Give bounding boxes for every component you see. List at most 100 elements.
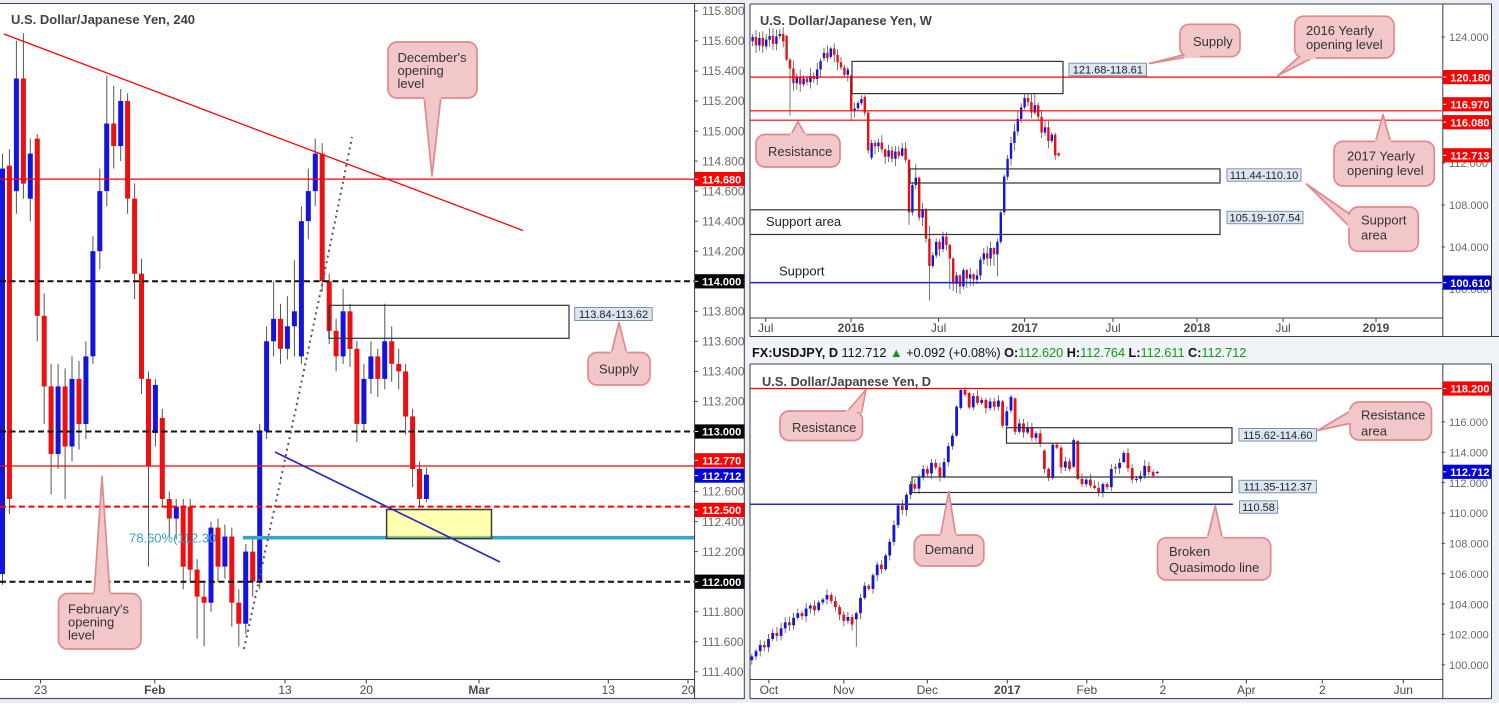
svg-text:Broken: Broken bbox=[1169, 544, 1210, 559]
svg-text:opening: opening bbox=[398, 63, 444, 78]
svg-text:108.000: 108.000 bbox=[1449, 200, 1489, 212]
svg-text:115.800: 115.800 bbox=[702, 4, 745, 18]
svg-text:113.200: 113.200 bbox=[702, 395, 745, 409]
svg-text:121.68-118.61: 121.68-118.61 bbox=[1073, 65, 1143, 77]
svg-text:114.000: 114.000 bbox=[1449, 448, 1488, 460]
svg-text:opening: opening bbox=[68, 615, 114, 630]
svg-text:111.800: 111.800 bbox=[702, 605, 744, 619]
svg-text:113.600: 113.600 bbox=[702, 335, 745, 349]
svg-text:Support: Support bbox=[779, 264, 825, 279]
svg-text:2017: 2017 bbox=[994, 683, 1021, 697]
svg-text:Oct: Oct bbox=[760, 683, 779, 697]
svg-text:108.000: 108.000 bbox=[1449, 539, 1489, 551]
svg-text:Supply: Supply bbox=[1193, 34, 1233, 49]
svg-text:Resistance: Resistance bbox=[768, 144, 832, 159]
svg-text:115.62-114.60: 115.62-114.60 bbox=[1243, 430, 1312, 442]
svg-text:Mar: Mar bbox=[468, 683, 490, 697]
svg-text:115.200: 115.200 bbox=[702, 94, 745, 108]
svg-text:Quasimodo line: Quasimodo line bbox=[1169, 560, 1259, 575]
svg-text:December's: December's bbox=[398, 50, 467, 65]
svg-text:112.200: 112.200 bbox=[702, 545, 745, 559]
svg-text:111.400: 111.400 bbox=[702, 665, 744, 679]
svg-text:13: 13 bbox=[278, 683, 292, 697]
svg-text:110.58: 110.58 bbox=[1242, 502, 1275, 514]
svg-text:115.000: 115.000 bbox=[702, 124, 745, 138]
svg-text:118.200: 118.200 bbox=[1450, 384, 1489, 396]
svg-text:Dec: Dec bbox=[917, 683, 938, 697]
svg-text:104.000: 104.000 bbox=[1449, 242, 1489, 254]
svg-text:2019: 2019 bbox=[1363, 321, 1390, 335]
svg-text:2: 2 bbox=[1159, 683, 1166, 697]
svg-text:112.000: 112.000 bbox=[702, 577, 741, 589]
svg-text:level: level bbox=[68, 628, 95, 643]
svg-text:FX:USDJPY, D 112.712 ▲ +0.092: FX:USDJPY, D 112.712 ▲ +0.092 (+0.08%) O… bbox=[752, 346, 1246, 360]
svg-text:114.680: 114.680 bbox=[702, 174, 741, 186]
svg-text:112.400: 112.400 bbox=[702, 515, 745, 529]
svg-text:Demand: Demand bbox=[925, 542, 974, 557]
svg-text:112.712: 112.712 bbox=[1450, 467, 1489, 479]
svg-text:opening level: opening level bbox=[1306, 37, 1383, 52]
svg-text:U.S. Dollar/Japanese Yen, W: U.S. Dollar/Japanese Yen, W bbox=[760, 13, 933, 28]
svg-text:20: 20 bbox=[681, 683, 695, 697]
svg-text:114.400: 114.400 bbox=[702, 214, 745, 228]
svg-text:112.712: 112.712 bbox=[702, 471, 741, 483]
svg-text:20: 20 bbox=[360, 683, 374, 697]
svg-text:114.200: 114.200 bbox=[702, 244, 745, 258]
svg-text:Apr: Apr bbox=[1237, 683, 1256, 697]
svg-text:23: 23 bbox=[34, 683, 48, 697]
svg-text:116.970: 116.970 bbox=[1450, 100, 1489, 112]
svg-text:111.44-110.10: 111.44-110.10 bbox=[1230, 170, 1299, 182]
svg-text:100.000: 100.000 bbox=[1449, 660, 1489, 672]
svg-text:February's: February's bbox=[68, 602, 130, 617]
svg-text:Jul: Jul bbox=[758, 321, 773, 335]
svg-text:105.19-107.54: 105.19-107.54 bbox=[1230, 213, 1301, 225]
svg-text:level: level bbox=[398, 76, 425, 91]
svg-text:113.800: 113.800 bbox=[702, 305, 745, 319]
svg-text:114.800: 114.800 bbox=[702, 154, 745, 168]
svg-text:112.500: 112.500 bbox=[702, 505, 741, 517]
svg-text:Feb: Feb bbox=[144, 683, 165, 697]
svg-text:2: 2 bbox=[1319, 683, 1326, 697]
svg-text:102.000: 102.000 bbox=[1449, 630, 1489, 642]
svg-text:100.610: 100.610 bbox=[1450, 278, 1490, 290]
svg-text:2018: 2018 bbox=[1184, 321, 1211, 335]
svg-text:U.S. Dollar/Japanese Yen, 240: U.S. Dollar/Japanese Yen, 240 bbox=[11, 12, 195, 27]
svg-text:opening level: opening level bbox=[1347, 163, 1424, 178]
svg-text:U.S. Dollar/Japanese Yen, D: U.S. Dollar/Japanese Yen, D bbox=[762, 374, 931, 389]
svg-text:116.080: 116.080 bbox=[1450, 117, 1489, 129]
svg-text:114.600: 114.600 bbox=[702, 184, 745, 198]
svg-text:Jul: Jul bbox=[1105, 321, 1120, 335]
svg-text:110.000: 110.000 bbox=[1449, 508, 1488, 520]
svg-text:115.400: 115.400 bbox=[702, 64, 745, 78]
svg-text:Resistance: Resistance bbox=[792, 420, 856, 435]
svg-text:Jun: Jun bbox=[1394, 683, 1413, 697]
svg-text:2017 Yearly: 2017 Yearly bbox=[1347, 149, 1415, 164]
svg-text:area: area bbox=[1361, 228, 1388, 243]
svg-text:Nov: Nov bbox=[833, 683, 854, 697]
svg-text:2017: 2017 bbox=[1011, 321, 1038, 335]
svg-text:112.713: 112.713 bbox=[1450, 151, 1489, 163]
svg-text:120.180: 120.180 bbox=[1450, 72, 1490, 84]
svg-text:Support: Support bbox=[1361, 213, 1407, 228]
svg-text:Resistance: Resistance bbox=[1361, 408, 1425, 423]
svg-text:area: area bbox=[1361, 424, 1388, 439]
svg-text:Feb: Feb bbox=[1076, 683, 1097, 697]
svg-text:114.000: 114.000 bbox=[702, 277, 741, 289]
svg-text:111.600: 111.600 bbox=[702, 635, 744, 649]
svg-text:Supply: Supply bbox=[599, 362, 639, 377]
svg-text:104.000: 104.000 bbox=[1449, 599, 1489, 611]
svg-text:112.770: 112.770 bbox=[702, 456, 741, 468]
svg-text:Jul: Jul bbox=[1275, 321, 1290, 335]
svg-text:116.000: 116.000 bbox=[1449, 417, 1488, 429]
svg-text:Support area: Support area bbox=[766, 214, 842, 229]
svg-text:2016 Yearly: 2016 Yearly bbox=[1306, 23, 1374, 38]
svg-text:124.000: 124.000 bbox=[1449, 32, 1489, 44]
svg-text:113.000: 113.000 bbox=[702, 427, 741, 439]
svg-text:113.400: 113.400 bbox=[702, 365, 745, 379]
svg-text:13: 13 bbox=[602, 683, 616, 697]
svg-text:113.84-113.62: 113.84-113.62 bbox=[579, 309, 648, 321]
svg-text:112.600: 112.600 bbox=[702, 485, 745, 499]
svg-text:106.000: 106.000 bbox=[1449, 569, 1489, 581]
svg-text:2016: 2016 bbox=[838, 321, 865, 335]
svg-text:Jul: Jul bbox=[931, 321, 946, 335]
